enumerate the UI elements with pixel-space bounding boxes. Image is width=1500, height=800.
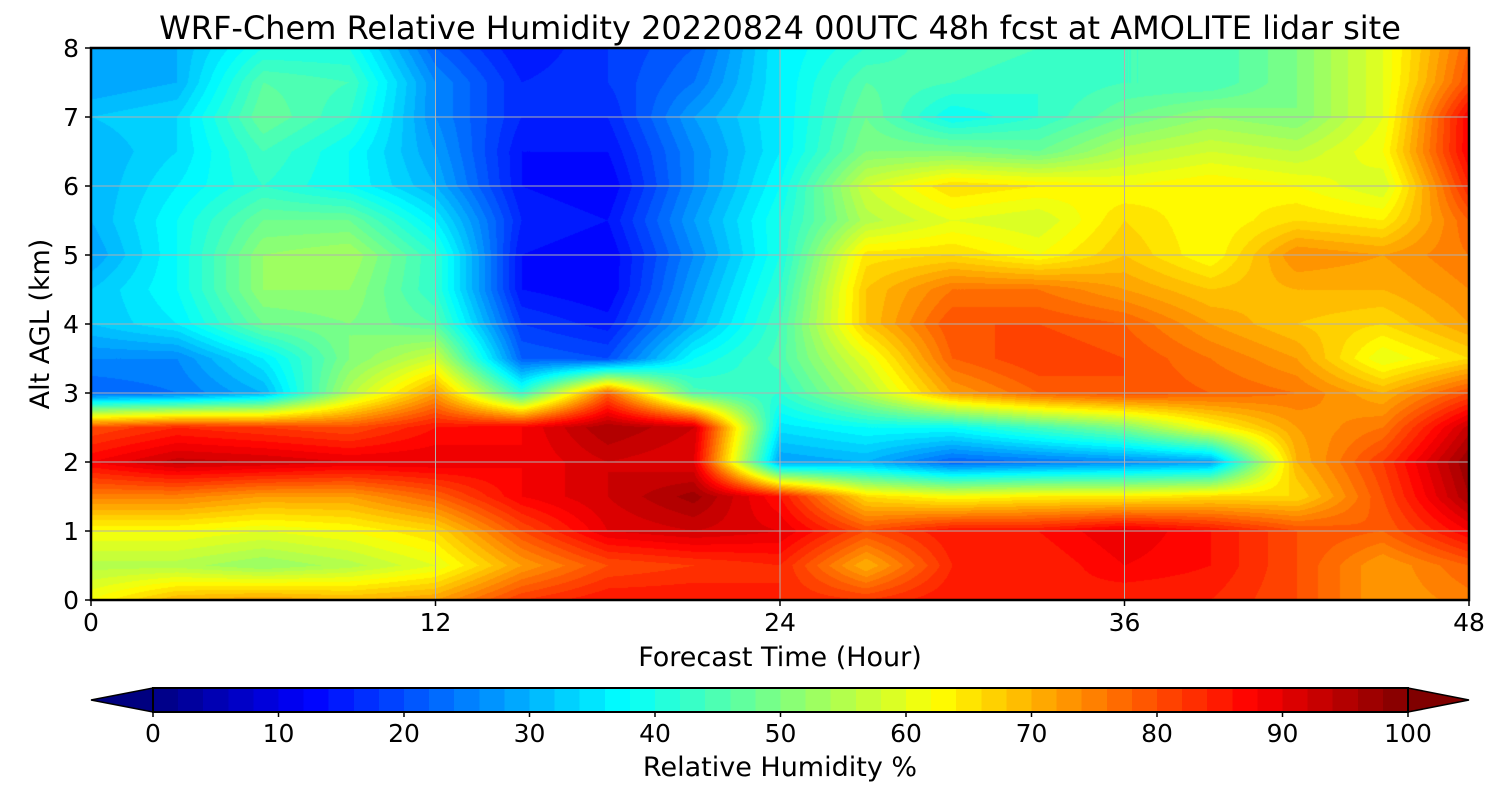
colorbar-tick-label: 20 (388, 719, 420, 748)
y-tick-label: 1 (63, 517, 79, 546)
plot-area (89, 46, 1471, 602)
x-tick-label: 36 (1109, 608, 1141, 637)
x-tick-label: 24 (764, 608, 796, 637)
colorbar-tick-label: 70 (1016, 719, 1048, 748)
y-tick-label: 2 (63, 448, 79, 477)
y-tick-label: 7 (63, 103, 79, 132)
colorbar-label: Relative Humidity % (643, 752, 917, 783)
colorbar-tick-label: 10 (263, 719, 295, 748)
colorbar-tick-label: 40 (639, 719, 671, 748)
y-tick-label: 0 (63, 586, 79, 615)
y-axis-label: Alt AGL (km) (25, 239, 56, 410)
y-tick-label: 5 (63, 241, 79, 270)
colorbar-low-extension (90, 687, 154, 713)
x-tick-label: 48 (1453, 608, 1485, 637)
colorbar-tick-label: 90 (1267, 719, 1299, 748)
colorbar-tick-label: 50 (765, 719, 797, 748)
colorbar-high-extension (1407, 687, 1470, 713)
x-axis-label: Forecast Time (Hour) (638, 642, 922, 673)
colorbar-ticks: 0 10 20 30 40 50 60 70 80 90 100 (145, 712, 1432, 748)
y-tick-label: 8 (63, 34, 79, 63)
colorbar-tick-label: 0 (145, 719, 161, 748)
y-axis: 0 1 2 3 4 5 6 7 8 (63, 34, 91, 615)
colorbar-tick-label: 100 (1384, 719, 1432, 748)
y-tick-label: 3 (63, 379, 79, 408)
x-tick-label: 12 (420, 608, 452, 637)
colorbar-tick-label: 80 (1141, 719, 1173, 748)
x-tick-label: 0 (83, 608, 99, 637)
colorbar: 0 10 20 30 40 50 60 70 80 90 100 Relative Humidity… (90, 687, 1470, 783)
y-tick-label: 6 (63, 172, 79, 201)
colorbar-tick-label: 30 (514, 719, 546, 748)
colorbar-tick-label: 60 (890, 719, 922, 748)
y-tick-label: 4 (63, 310, 79, 339)
chart-title: WRF-Chem Relative Humidity 20220824 00UT… (159, 9, 1401, 47)
x-axis: 0 12 24 36 48 (83, 600, 1485, 637)
colorbar-gradient (153, 688, 1408, 712)
